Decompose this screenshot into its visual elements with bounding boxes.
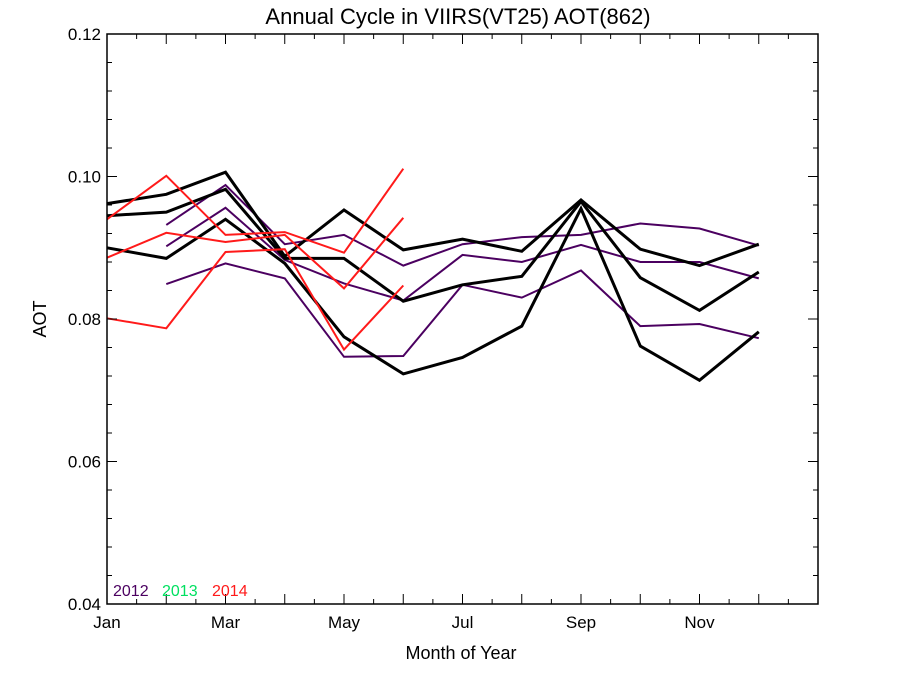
series-line-2013-5	[106, 187, 760, 313]
series-layer	[106, 168, 760, 383]
y-tick-label-0-06: 0.06	[68, 453, 101, 472]
y-axis-label: AOT	[30, 300, 50, 337]
chart-title: Annual Cycle in VIIRS(VT25) AOT(862)	[265, 4, 650, 29]
series-line-2012-1	[165, 183, 760, 267]
x-tick-label-mar: Mar	[211, 613, 241, 632]
x-tick-label-jan: Jan	[93, 613, 120, 632]
series-line-2014-7	[106, 168, 405, 254]
x-axis-ticks: Jan Mar May Jul Sep Nov	[93, 34, 819, 632]
x-tick-label-sep: Sep	[566, 613, 596, 632]
series-line-2014-9	[106, 248, 405, 352]
x-tick-label-jul: Jul	[452, 613, 474, 632]
legend-label-2012: 2012	[113, 583, 149, 600]
series-line-2013-4	[106, 170, 760, 268]
y-tick-label-0-12: 0.12	[68, 25, 101, 44]
legend: 2012 2013 2014	[113, 583, 248, 600]
legend-label-2013: 2013	[162, 583, 198, 600]
series-line-2012-2	[165, 206, 760, 302]
legend-label-2014: 2014	[212, 583, 248, 600]
x-tick-label-may: May	[328, 613, 361, 632]
x-tick-label-nov: Nov	[684, 613, 715, 632]
y-axis-ticks: 0.04 0.06 0.08 0.10 0.12	[68, 25, 818, 614]
y-tick-label-0-04: 0.04	[68, 595, 101, 614]
y-tick-label-0-10: 0.10	[68, 168, 101, 187]
series-line-2014-8	[106, 217, 405, 290]
x-axis-label: Month of Year	[405, 643, 516, 663]
y-tick-label-0-08: 0.08	[68, 310, 101, 329]
